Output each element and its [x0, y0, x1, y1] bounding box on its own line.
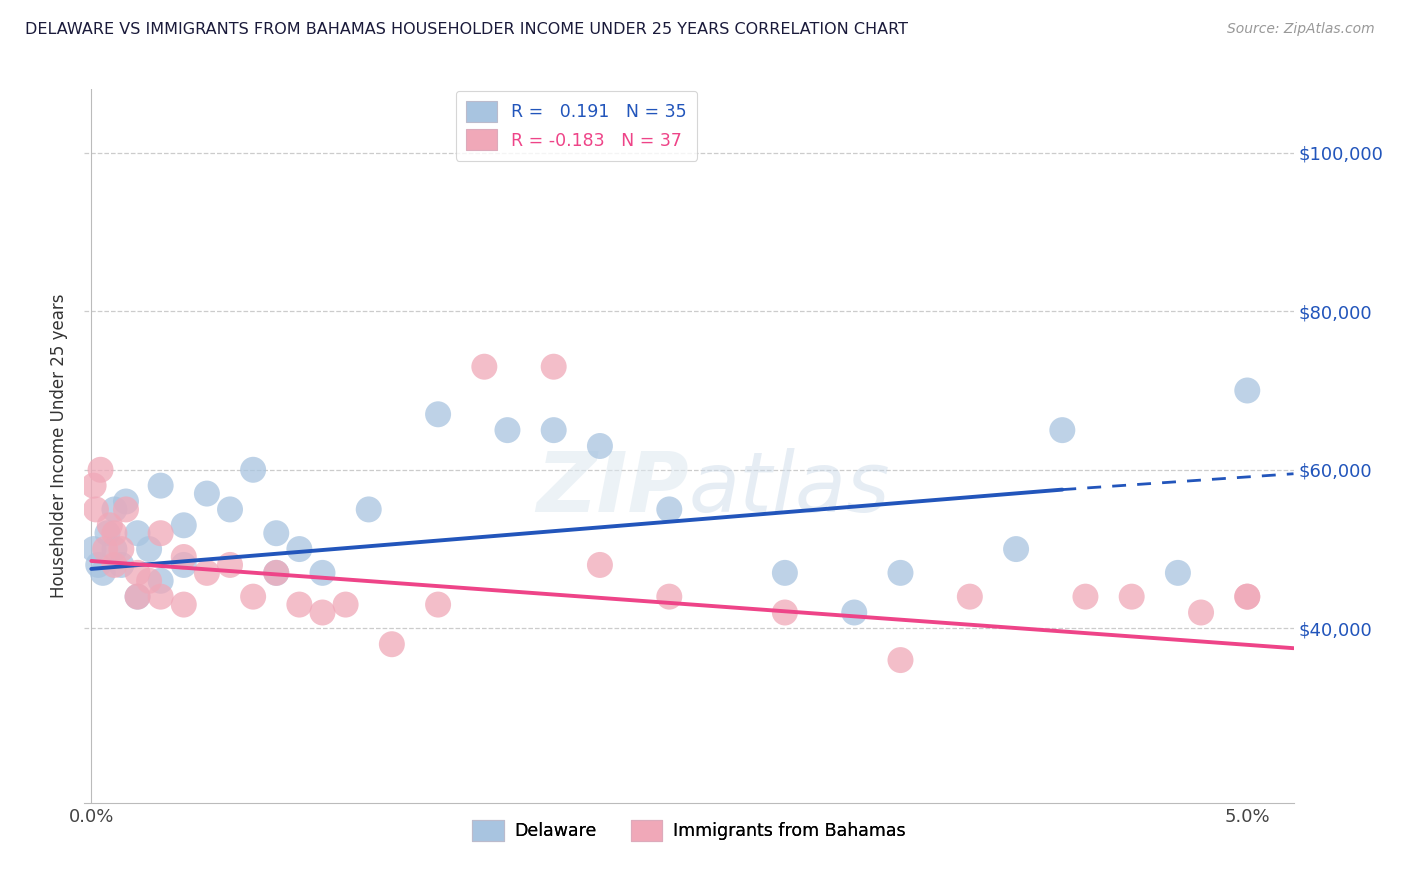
Point [242, 590, 264, 604]
Point [103, 542, 125, 557]
Point [103, 502, 125, 516]
Point [115, 502, 138, 516]
Point [83, 542, 105, 557]
Point [149, 478, 172, 492]
Text: ZIP: ZIP [536, 449, 689, 529]
Point [288, 598, 311, 612]
Point [472, 359, 495, 374]
Point [127, 590, 149, 604]
Point [543, 359, 565, 374]
Point [219, 558, 242, 572]
Point [1052, 423, 1074, 437]
Point [83, 478, 105, 492]
Point [264, 566, 287, 580]
Text: DELAWARE VS IMMIGRANTS FROM BAHAMAS HOUSEHOLDER INCOME UNDER 25 YEARS CORRELATIO: DELAWARE VS IMMIGRANTS FROM BAHAMAS HOUS… [25, 22, 908, 37]
Point [311, 566, 333, 580]
Point [1121, 590, 1143, 604]
Point [844, 606, 866, 620]
Point [173, 549, 195, 564]
Point [1236, 384, 1258, 398]
Point [589, 558, 612, 572]
Text: Source: ZipAtlas.com: Source: ZipAtlas.com [1227, 22, 1375, 37]
Point [658, 590, 681, 604]
Legend: Delaware, Immigrants from Bahamas: Delaware, Immigrants from Bahamas [465, 813, 912, 847]
Point [959, 590, 981, 604]
Point [335, 598, 357, 612]
Point [195, 566, 218, 580]
Point [1074, 590, 1097, 604]
Point [94, 542, 117, 557]
Point [195, 486, 218, 500]
Point [127, 526, 149, 541]
Point [427, 407, 450, 421]
Point [110, 558, 132, 572]
Point [84, 502, 107, 516]
Point [427, 598, 450, 612]
Point [773, 566, 796, 580]
Point [127, 590, 149, 604]
Point [98, 518, 121, 533]
Point [264, 526, 287, 541]
Point [496, 423, 519, 437]
Point [219, 502, 242, 516]
Point [115, 494, 138, 508]
Point [149, 590, 172, 604]
Text: atlas: atlas [689, 449, 890, 529]
Point [103, 558, 125, 572]
Point [1236, 590, 1258, 604]
Point [96, 526, 118, 541]
Point [87, 558, 110, 572]
Point [288, 542, 311, 557]
Point [1005, 542, 1028, 557]
Point [173, 518, 195, 533]
Point [589, 439, 612, 453]
Point [127, 566, 149, 580]
Point [138, 542, 160, 557]
Point [1236, 590, 1258, 604]
Y-axis label: Householder Income Under 25 years: Householder Income Under 25 years [51, 293, 69, 599]
Point [357, 502, 380, 516]
Point [91, 566, 114, 580]
Point [543, 423, 565, 437]
Point [110, 542, 132, 557]
Point [173, 558, 195, 572]
Point [381, 637, 404, 651]
Point [311, 606, 333, 620]
Point [173, 598, 195, 612]
Point [889, 566, 911, 580]
Point [138, 574, 160, 588]
Point [149, 574, 172, 588]
Point [658, 502, 681, 516]
Point [242, 463, 264, 477]
Point [149, 526, 172, 541]
Point [103, 526, 125, 541]
Point [1189, 606, 1212, 620]
Point [773, 606, 796, 620]
Point [889, 653, 911, 667]
Point [1167, 566, 1189, 580]
Point [90, 463, 112, 477]
Point [264, 566, 287, 580]
